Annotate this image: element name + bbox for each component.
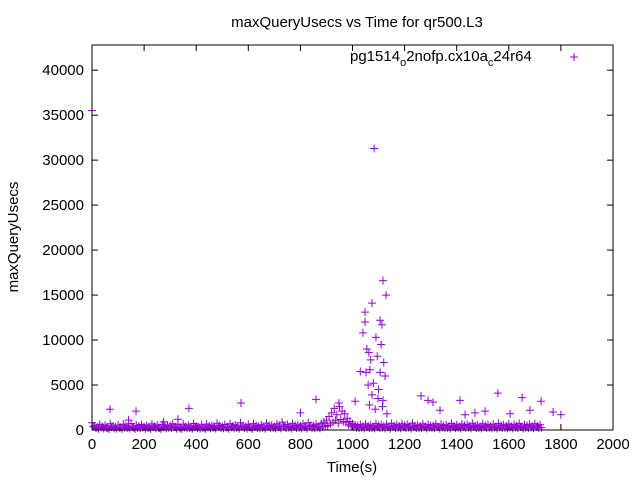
data-point bbox=[470, 408, 479, 417]
data-point bbox=[374, 385, 383, 394]
data-point bbox=[184, 404, 193, 413]
data-point bbox=[382, 409, 391, 418]
data-point bbox=[370, 144, 379, 153]
data-point bbox=[371, 333, 380, 342]
data-point bbox=[105, 405, 114, 414]
data-point bbox=[335, 402, 344, 411]
plot-frame bbox=[91, 44, 614, 431]
legend-marker-plus bbox=[570, 53, 578, 61]
data-point bbox=[378, 396, 387, 405]
data-point bbox=[378, 402, 387, 411]
x-tick-label: 200 bbox=[132, 436, 157, 453]
x-tick-label: 1200 bbox=[388, 436, 421, 453]
y-tick-label: 25000 bbox=[42, 197, 84, 214]
data-point bbox=[549, 408, 558, 417]
data-point bbox=[365, 400, 374, 409]
x-tick-label: 400 bbox=[184, 436, 209, 453]
legend: pg1514o2nofp.cx10ac24r64 bbox=[350, 48, 578, 69]
data-point bbox=[382, 291, 391, 300]
data-point bbox=[366, 355, 375, 364]
data-point bbox=[312, 395, 321, 404]
data-point bbox=[374, 394, 383, 403]
data-point bbox=[358, 328, 367, 337]
x-tick-label: 1800 bbox=[544, 436, 577, 453]
y-tick-label: 35000 bbox=[42, 107, 84, 124]
y-tick-label: 0 bbox=[76, 422, 84, 439]
data-point bbox=[556, 410, 565, 419]
y-tick-label: 5000 bbox=[51, 377, 84, 394]
data-point bbox=[362, 368, 371, 377]
data-point bbox=[525, 406, 534, 415]
data-point bbox=[456, 396, 465, 405]
legend-marker bbox=[570, 53, 578, 61]
data-point bbox=[381, 372, 390, 381]
data-point bbox=[327, 408, 336, 417]
data-point bbox=[417, 391, 426, 400]
x-tick-label: 800 bbox=[288, 436, 313, 453]
data-point bbox=[173, 415, 182, 424]
data-point bbox=[377, 320, 386, 329]
x-tick-label: 1000 bbox=[336, 436, 369, 453]
data-point bbox=[159, 417, 168, 426]
data-point bbox=[332, 410, 341, 419]
data-point bbox=[237, 399, 246, 408]
data-point bbox=[296, 408, 305, 417]
data-point bbox=[356, 367, 365, 376]
x-tick-label: 1600 bbox=[492, 436, 525, 453]
data-point bbox=[537, 397, 546, 406]
y-axis-label: maxQueryUsecs bbox=[5, 182, 22, 293]
y-tick-label: 40000 bbox=[42, 62, 84, 79]
data-point bbox=[379, 358, 388, 367]
x-axis-label: Time(s) bbox=[327, 459, 377, 476]
x-tick-label: 600 bbox=[236, 436, 261, 453]
x-tick-label: 2000 bbox=[596, 436, 629, 453]
data-point bbox=[436, 406, 445, 415]
data-point bbox=[369, 379, 378, 388]
data-point bbox=[124, 416, 133, 425]
data-point bbox=[506, 409, 515, 418]
y-tick-label: 15000 bbox=[42, 287, 84, 304]
data-point bbox=[364, 348, 373, 357]
data-point bbox=[351, 397, 360, 406]
data-point bbox=[493, 389, 502, 398]
data-point bbox=[377, 340, 386, 349]
data-point bbox=[330, 404, 339, 413]
data-point bbox=[368, 390, 377, 399]
y-tick-label: 20000 bbox=[42, 242, 84, 259]
data-point bbox=[461, 410, 470, 419]
x-tick-label: 0 bbox=[88, 436, 96, 453]
data-point bbox=[340, 409, 349, 418]
data-point bbox=[518, 393, 527, 402]
data-point bbox=[362, 345, 371, 354]
data-point bbox=[334, 399, 343, 408]
data-point bbox=[361, 308, 370, 317]
data-points bbox=[88, 106, 565, 434]
data-point bbox=[373, 352, 382, 361]
data-point bbox=[364, 381, 373, 390]
data-point bbox=[428, 398, 437, 407]
data-point bbox=[481, 407, 490, 416]
data-point bbox=[376, 368, 385, 377]
data-point bbox=[371, 405, 380, 414]
data-point bbox=[376, 316, 385, 325]
data-point bbox=[132, 407, 141, 416]
data-point bbox=[424, 396, 433, 405]
y-tick-label: 10000 bbox=[42, 332, 84, 349]
legend-label: pg1514o2nofp.cx10ac24r64 bbox=[350, 48, 532, 69]
chart-title: maxQueryUsecs vs Time for qr500.L3 bbox=[231, 14, 483, 31]
data-point bbox=[361, 318, 370, 327]
data-point bbox=[378, 276, 387, 285]
axis-ticks: 0 200 400 600 800 1000 1200 1400 1600 1800 2000050… bbox=[42, 45, 630, 453]
data-point bbox=[368, 299, 377, 308]
y-tick-label: 30000 bbox=[42, 152, 84, 169]
x-tick-label: 1400 bbox=[440, 436, 473, 453]
